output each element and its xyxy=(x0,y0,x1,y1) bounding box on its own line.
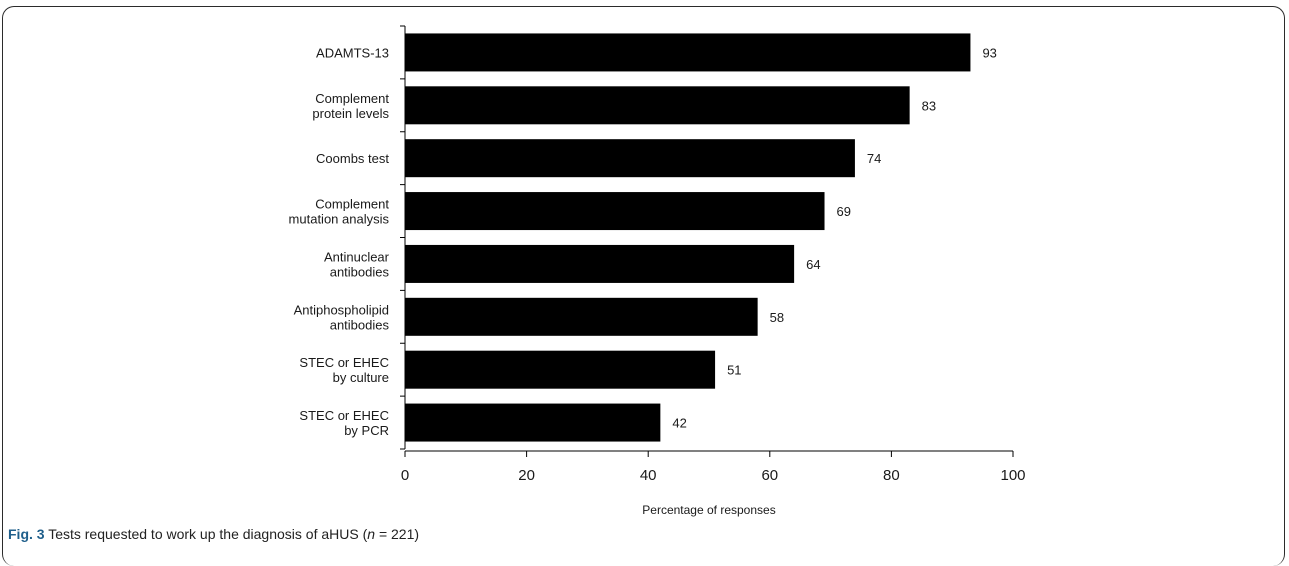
bar-value-label: 69 xyxy=(837,204,851,219)
caption-n-value: = 221) xyxy=(375,526,420,542)
caption-n-symbol: n xyxy=(367,526,376,542)
bars-group xyxy=(405,33,971,442)
category-labels: ADAMTS-13 Complement protein levels Coombs … xyxy=(289,45,390,438)
x-tick-label: 80 xyxy=(883,467,900,484)
figure-caption: Fig. 3 Tests requested to work up the di… xyxy=(8,526,419,542)
category-label: Coombs test xyxy=(316,151,389,166)
x-tick-label: 100 xyxy=(1000,467,1025,484)
bar-value-label: 64 xyxy=(806,257,820,272)
category-label: Complement mutation analysis xyxy=(289,197,390,227)
bar xyxy=(405,33,971,72)
bar-value-label: 93 xyxy=(982,45,996,60)
category-label: Antinuclear antibodies xyxy=(324,249,390,279)
bar-value-label: 51 xyxy=(727,363,741,378)
x-tick-label: 40 xyxy=(640,467,657,484)
bar-value-label: 58 xyxy=(770,310,784,325)
category-label: Complement protein levels xyxy=(312,91,389,121)
figure-frame xyxy=(2,6,1285,566)
x-axis-title: Percentage of responses xyxy=(642,503,775,517)
bar-value-label: 42 xyxy=(672,416,686,431)
category-label: STEC or EHEC by PCR xyxy=(299,408,389,438)
bar xyxy=(405,86,910,125)
category-label: STEC or EHEC by culture xyxy=(299,355,389,385)
category-label: Antiphospholipid antibodies xyxy=(294,302,390,332)
x-tick-label: 0 xyxy=(401,467,409,484)
bar xyxy=(405,297,758,336)
bar xyxy=(405,244,795,283)
x-tick-label: 60 xyxy=(761,467,778,484)
x-tick-label: 20 xyxy=(518,467,535,484)
bar-chart: ADAMTS-13 Complement protein levels Coombs … xyxy=(289,25,1026,517)
value-labels: 93 83 74 69 64 58 51 42 xyxy=(672,45,997,430)
bar xyxy=(405,350,716,389)
figure-label: Fig. 3 xyxy=(8,526,45,542)
caption-text: Tests requested to work up the diagnosis… xyxy=(44,526,368,542)
bar xyxy=(405,192,825,231)
bar xyxy=(405,403,661,442)
bar-value-label: 74 xyxy=(867,151,881,166)
bar-value-label: 83 xyxy=(922,98,936,113)
axes: 0 20 40 60 80 100 xyxy=(400,25,1026,484)
category-label: ADAMTS-13 xyxy=(316,45,389,60)
bar xyxy=(405,139,855,178)
